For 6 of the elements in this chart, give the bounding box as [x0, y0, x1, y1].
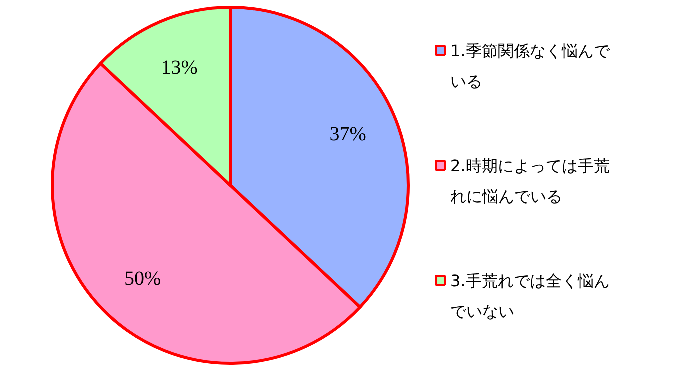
- legend-label: 3.手荒れでは全く悩んでいない: [450, 272, 610, 321]
- data-label: 13%: [161, 56, 198, 79]
- legend-label: 2.時期によっては手荒れに悩んでいる: [450, 156, 610, 206]
- data-label: 37%: [330, 124, 366, 146]
- data-label: 50%: [124, 268, 162, 290]
- legend-label: 1.季節関係なく悩んでいる: [450, 42, 611, 91]
